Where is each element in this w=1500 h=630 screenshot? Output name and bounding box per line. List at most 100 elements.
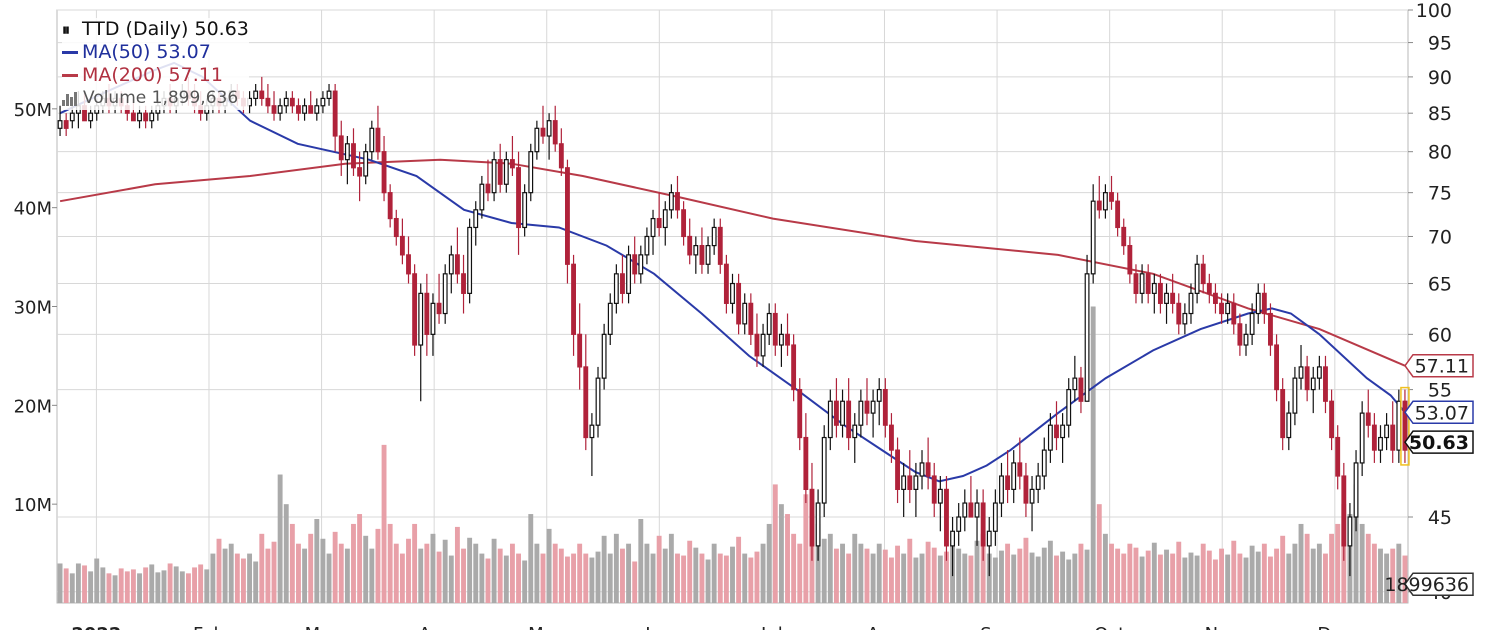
candle-body bbox=[418, 292, 424, 346]
legend-symbol-text: TTD (Daily) 50.63 bbox=[82, 18, 249, 40]
candle-body bbox=[552, 120, 558, 145]
volume-bar bbox=[974, 540, 980, 603]
candle-body bbox=[412, 273, 418, 346]
candle-body bbox=[907, 475, 913, 490]
ma50-tag-box bbox=[1404, 400, 1474, 425]
volume-bar bbox=[1402, 555, 1408, 603]
volume-bar bbox=[516, 553, 521, 603]
candle-body bbox=[1249, 312, 1255, 335]
volume-bar bbox=[1041, 547, 1047, 603]
price-tick-label: 90 bbox=[1428, 67, 1452, 89]
legend-symbol-row: ⏸ TTD (Daily) 50.63 bbox=[62, 18, 249, 41]
volume-bar bbox=[748, 557, 754, 603]
candle-body bbox=[791, 344, 797, 391]
candle-body bbox=[999, 475, 1004, 504]
volume-tick-label: 40M bbox=[14, 199, 52, 220]
volume-bar bbox=[613, 533, 619, 603]
candle-body bbox=[454, 254, 460, 275]
candle-body bbox=[497, 159, 503, 185]
price-tick-label: 100 bbox=[1416, 0, 1452, 22]
candle-body bbox=[601, 333, 607, 379]
volume-bar bbox=[283, 504, 289, 603]
candle-body bbox=[1261, 292, 1267, 315]
candle-body bbox=[137, 112, 142, 122]
volume-bar bbox=[760, 543, 766, 603]
chart-legend: ⏸ TTD (Daily) 50.63 MA(50) 53.07 MA(200)… bbox=[62, 18, 249, 110]
volume-bars-icon bbox=[62, 91, 80, 106]
volume-bar bbox=[124, 571, 130, 603]
candle-body bbox=[283, 97, 289, 107]
ma50-tag-text: 53.07 bbox=[1415, 402, 1469, 424]
x-tick-label: Sep bbox=[980, 624, 1014, 630]
volume-bar bbox=[944, 551, 949, 603]
candle-body bbox=[772, 312, 778, 346]
volume-bar bbox=[253, 561, 259, 603]
volume-bar bbox=[241, 558, 246, 603]
volume-bar bbox=[1005, 543, 1011, 603]
candle-body bbox=[589, 424, 595, 439]
volume-bar bbox=[75, 563, 81, 603]
volume-bar bbox=[791, 533, 797, 603]
candle-body bbox=[473, 209, 479, 229]
volume-bar bbox=[852, 533, 858, 603]
volume-bar bbox=[1115, 548, 1121, 603]
volume-bar bbox=[1206, 550, 1212, 603]
candle-body bbox=[442, 273, 448, 315]
candle-body bbox=[1035, 475, 1041, 490]
volume-bar bbox=[1219, 548, 1224, 603]
candle-body bbox=[381, 151, 387, 194]
volume-bar bbox=[601, 535, 607, 603]
candle-body bbox=[931, 475, 937, 504]
candle-body bbox=[1188, 292, 1194, 315]
candle-body bbox=[632, 254, 638, 275]
volume-bar bbox=[705, 559, 711, 603]
volume-bar bbox=[497, 548, 503, 603]
price-tick-label: 55 bbox=[1428, 380, 1452, 402]
x-tick-label: Apr bbox=[419, 624, 451, 630]
volume-bar bbox=[919, 553, 925, 603]
volume-bar bbox=[650, 553, 656, 603]
candle-body bbox=[399, 235, 405, 256]
volume-bar bbox=[1335, 523, 1341, 603]
candle-body bbox=[766, 312, 772, 335]
candle-body bbox=[1029, 488, 1035, 504]
candle-body bbox=[748, 302, 754, 335]
candle-body bbox=[1310, 377, 1316, 391]
candle-body bbox=[1047, 424, 1053, 451]
last-price-tag-box bbox=[1404, 430, 1474, 454]
candle-body bbox=[302, 105, 308, 114]
candle-body bbox=[1206, 282, 1212, 294]
volume-bar bbox=[289, 523, 295, 603]
volume-bar bbox=[992, 557, 998, 603]
candle-body bbox=[613, 273, 619, 304]
volume-bar bbox=[1017, 548, 1023, 603]
candle-body bbox=[681, 209, 687, 238]
volume-bar bbox=[412, 523, 418, 603]
candle-body bbox=[803, 436, 809, 490]
volume-bar bbox=[827, 533, 833, 603]
volume-bar bbox=[167, 563, 173, 603]
candle-body bbox=[815, 502, 821, 547]
volume-bar bbox=[210, 553, 216, 603]
volume-bar bbox=[1359, 523, 1365, 603]
volume-bar bbox=[565, 556, 570, 603]
volume-bar bbox=[1023, 537, 1029, 603]
volume-bar bbox=[448, 555, 454, 603]
volume-bar bbox=[620, 548, 625, 603]
volume-bar bbox=[381, 444, 387, 603]
candle-body bbox=[944, 488, 949, 547]
candle-body bbox=[650, 217, 656, 238]
volume-bar bbox=[1060, 551, 1066, 603]
volume-bar bbox=[1194, 555, 1200, 603]
volume-bar bbox=[1292, 543, 1298, 603]
candle-body bbox=[1151, 282, 1157, 294]
volume-bar bbox=[937, 555, 943, 603]
candle-body bbox=[1078, 377, 1084, 402]
candle-body bbox=[485, 183, 491, 194]
volume-bar bbox=[1274, 548, 1280, 603]
candle-body bbox=[369, 127, 375, 153]
volume-bar bbox=[271, 541, 277, 603]
candle-body bbox=[351, 143, 356, 169]
volume-bar bbox=[424, 543, 430, 603]
candle-body bbox=[1255, 292, 1261, 315]
